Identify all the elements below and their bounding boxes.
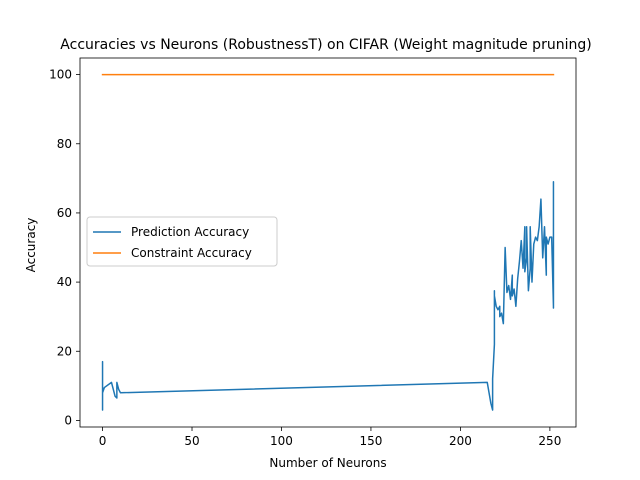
y-tick-label: 20 [57,344,72,358]
legend-label: Constraint Accuracy [131,246,252,260]
y-tick-label: 80 [57,137,72,151]
axes-frame [79,57,577,428]
x-tick-label: 50 [184,434,199,448]
legend: Prediction Accuracy Constraint Accuracy [86,216,278,267]
x-tick-label: 100 [270,434,293,448]
x-tick-label: 250 [538,434,561,448]
y-axis-label: Accuracy [24,218,38,273]
y-tick-label: 40 [57,275,72,289]
y-tick-label: 0 [64,413,72,427]
x-tick-label: 200 [449,434,472,448]
y-tick-label: 60 [57,206,72,220]
legend-label: Prediction Accuracy [131,225,249,239]
x-tick-label: 150 [359,434,382,448]
y-tick-label: 100 [49,68,72,82]
legend-box [86,216,278,267]
series-line-prediction-accuracy [101,181,555,411]
chart-title: Accuracies vs Neurons (RobustnessT) on C… [60,37,591,53]
x-axis-ticks: 0 50 100 150 200 250 [99,427,561,448]
x-tick-label: 0 [99,434,107,448]
x-axis-label: Number of Neurons [269,456,386,470]
y-axis-ticks: 0 20 40 60 80 100 [49,68,80,427]
